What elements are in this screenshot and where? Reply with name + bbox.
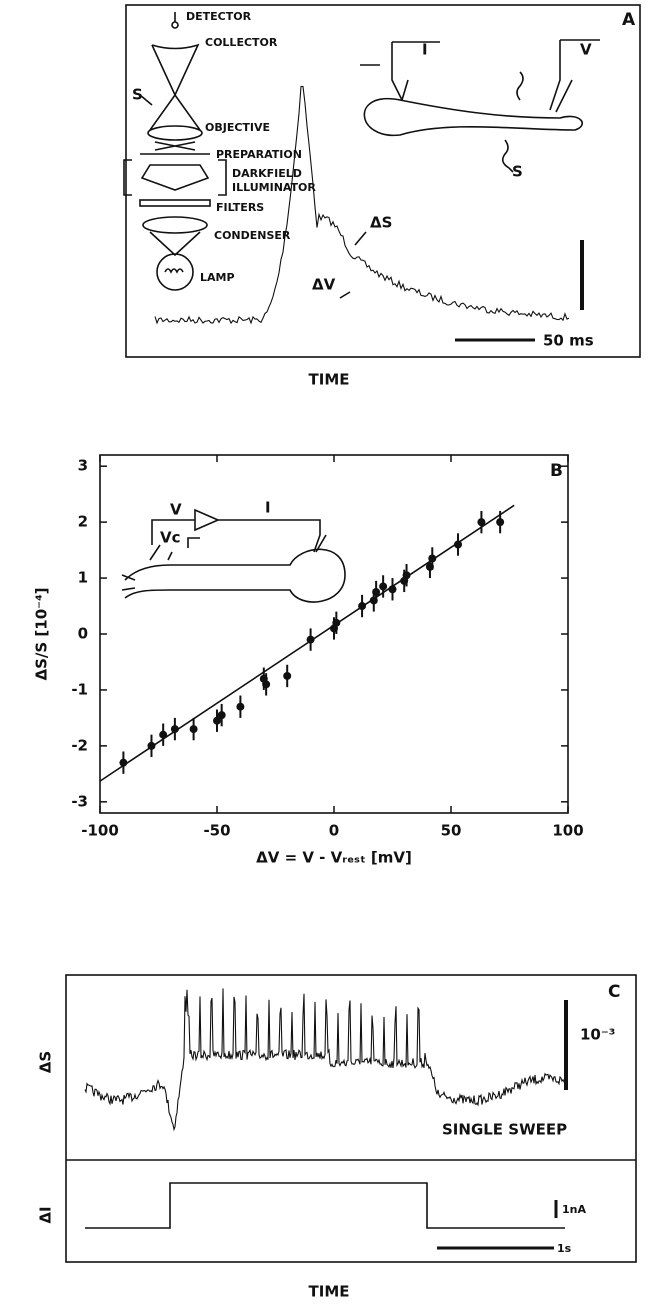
optics-label: PREPARATION xyxy=(216,148,302,161)
data-point xyxy=(454,540,463,549)
panel-label: B xyxy=(550,461,563,481)
optics-label: DARKFIELD xyxy=(232,167,302,180)
x-tick-label: 50 xyxy=(441,822,462,840)
pointer xyxy=(339,291,351,299)
data-point xyxy=(217,711,226,720)
data-point xyxy=(119,758,128,767)
optics-label: ILLUMINATOR xyxy=(232,181,316,194)
data-point xyxy=(332,618,341,627)
scale-label: 50 ms xyxy=(543,332,594,350)
scale-label: 10⁻³ xyxy=(580,1026,615,1044)
inset-label: Vc xyxy=(160,529,181,547)
optics-schematic xyxy=(123,12,227,291)
x-tick-label: 100 xyxy=(552,822,583,840)
inset-label: V xyxy=(170,501,182,519)
fit-line xyxy=(99,504,515,782)
panel-label: A xyxy=(622,10,636,30)
data-point xyxy=(428,554,437,563)
data-point xyxy=(170,725,179,734)
data-point xyxy=(213,716,221,725)
panel-c-frame xyxy=(65,974,637,1263)
axis-label: TIME xyxy=(309,371,350,389)
axis-label: TIME xyxy=(309,1283,350,1301)
neuron-schematic xyxy=(360,39,600,173)
data-point xyxy=(496,518,505,527)
data-point xyxy=(306,635,315,644)
x-tick-label: -100 xyxy=(81,822,119,840)
trace-label: ΔS xyxy=(370,214,392,232)
y-tick-label: 1 xyxy=(78,569,88,587)
pointer xyxy=(354,231,367,246)
delta-s-trace xyxy=(154,85,570,325)
panel-label: C xyxy=(608,982,620,1002)
data-point xyxy=(402,571,411,580)
panel-a-frame xyxy=(125,4,641,358)
data-point xyxy=(189,725,198,734)
optics-label: LAMP xyxy=(200,271,235,284)
data-point xyxy=(372,588,381,597)
y-tick-label: -2 xyxy=(71,736,88,754)
data-point xyxy=(262,680,271,689)
y-tick-label: 3 xyxy=(78,457,88,475)
note: SINGLE SWEEP xyxy=(442,1121,567,1139)
data-point xyxy=(283,671,292,680)
inset-label: I xyxy=(265,499,271,517)
y-tick-label: 0 xyxy=(78,625,88,643)
current-label: ΔI xyxy=(37,1206,55,1223)
y-axis-label: ΔS/S [10⁻⁴] xyxy=(33,588,51,681)
scatter-label: S xyxy=(512,163,523,181)
y-tick-label: -1 xyxy=(71,680,88,698)
scale-label: 1s xyxy=(557,1242,572,1255)
electrode-label: V xyxy=(580,41,592,59)
optics-label: COLLECTOR xyxy=(205,36,278,49)
s-arrow-label: S xyxy=(132,86,143,104)
data-point xyxy=(379,582,388,591)
data-point xyxy=(388,585,397,594)
data-point xyxy=(236,702,245,711)
trace-label: ΔV xyxy=(312,276,336,294)
data-point xyxy=(358,602,367,611)
optics-label: OBJECTIVE xyxy=(205,121,270,134)
scatter-plot: B -100 -50 0 50 100 -3 -2 -1 0 1 2 3 ΔV = V - Vᵣₑₛₜ [… xyxy=(33,454,584,867)
x-tick-label: -50 xyxy=(203,822,230,840)
data-point xyxy=(477,518,486,527)
inset-schematic xyxy=(121,508,346,603)
y-tick-label: -3 xyxy=(71,792,88,810)
data-point xyxy=(147,741,156,750)
delta-s-trace xyxy=(84,988,566,1132)
x-tick-label: 0 xyxy=(329,822,339,840)
optics-label: DETECTOR xyxy=(186,10,252,23)
scale-label: 1nA xyxy=(562,1203,586,1216)
electrode-label: I xyxy=(422,41,428,59)
current-trace xyxy=(85,1182,565,1229)
x-axis-label: ΔV = V - Vᵣₑₛₜ [mV] xyxy=(256,849,412,867)
y-tick-label: 2 xyxy=(78,513,88,531)
optics-label: CONDENSER xyxy=(214,229,291,242)
data-point xyxy=(159,730,168,739)
optics-label: FILTERS xyxy=(216,201,264,214)
trace-label: ΔS xyxy=(37,1051,55,1073)
